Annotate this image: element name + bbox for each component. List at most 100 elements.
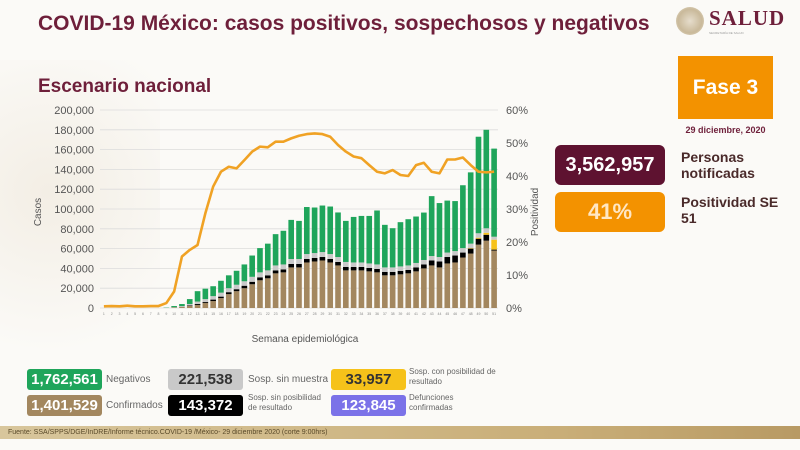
x-tick-label: 47 bbox=[461, 312, 465, 316]
bar-sosp-con-posibilidad-de-resultado bbox=[483, 232, 490, 235]
bar-sosp-sin-posibilidad-de-resultado bbox=[366, 267, 373, 272]
bar-sosp-sin-muestra bbox=[296, 258, 302, 264]
bar-sosp-sin-muestra bbox=[350, 262, 357, 267]
bar-sosp-sin-posibilidad-de-resultado bbox=[382, 271, 388, 276]
bar-negativos bbox=[179, 304, 185, 307]
bar-sosp-sin-muestra bbox=[358, 262, 365, 267]
x-tick-label: 12 bbox=[188, 312, 192, 316]
bar-negativos bbox=[460, 185, 466, 249]
bar-confirmados bbox=[218, 298, 224, 308]
x-tick-label: 25 bbox=[289, 312, 293, 316]
y-tick-label: 140,000 bbox=[54, 164, 94, 176]
bar-negativos bbox=[194, 291, 201, 302]
x-tick-label: 40 bbox=[406, 312, 410, 316]
x-tick-label: 51 bbox=[492, 312, 496, 316]
bar-confirmados bbox=[467, 253, 474, 308]
bar-sosp-sin-posibilidad-de-resultado bbox=[257, 277, 263, 281]
bar-negativos bbox=[413, 216, 419, 263]
positividad-line bbox=[103, 132, 495, 308]
x-tick-label: 39 bbox=[398, 312, 402, 316]
bar-sosp-sin-muestra bbox=[452, 251, 458, 256]
bar-negativos bbox=[264, 243, 271, 271]
bar-sosp-sin-muestra bbox=[257, 272, 263, 278]
bar-confirmados bbox=[225, 294, 232, 308]
personas-notificadas-value: 3,562,957 bbox=[555, 145, 665, 185]
x-tick-label: 46 bbox=[453, 312, 457, 316]
bar-sosp-sin-posibilidad-de-resultado bbox=[241, 285, 248, 289]
x-axis-label: Semana epidemiológica bbox=[252, 334, 359, 345]
bar-sosp-sin-muestra bbox=[428, 256, 435, 261]
x-tick-label: 37 bbox=[383, 312, 387, 316]
y-tick-label: 20,000 bbox=[60, 283, 94, 295]
x-tick-label: 26 bbox=[297, 312, 301, 316]
bar-negativos bbox=[343, 220, 349, 262]
x-tick-label: 11 bbox=[180, 312, 184, 316]
positividad-label: Positividad SE 51 bbox=[681, 194, 779, 226]
bar-sosp-sin-posibilidad-de-resultado bbox=[233, 289, 240, 292]
x-tick-label: 31 bbox=[336, 312, 340, 316]
legend-defunciones-value: 123,845 bbox=[331, 395, 406, 416]
bar-sosp-sin-posibilidad-de-resultado bbox=[421, 264, 427, 269]
bar-confirmados bbox=[421, 268, 427, 308]
bar-sosp-sin-muestra bbox=[319, 252, 326, 258]
bar-sosp-sin-muestra bbox=[288, 258, 295, 264]
legend-sin-posibilidad-value: 143,372 bbox=[168, 395, 243, 416]
bar-sosp-sin-muestra bbox=[475, 233, 482, 238]
bar-sosp-sin-posibilidad-de-resultado bbox=[296, 263, 302, 268]
y2-tick-label: 50% bbox=[506, 138, 528, 150]
y-tick-label: 200,000 bbox=[54, 105, 94, 117]
bar-sosp-sin-posibilidad-de-resultado bbox=[491, 249, 497, 251]
bar-sosp-sin-muestra bbox=[491, 236, 497, 240]
bar-sosp-sin-posibilidad-de-resultado bbox=[350, 266, 357, 271]
bar-confirmados bbox=[483, 240, 490, 308]
background-pattern bbox=[0, 60, 160, 390]
bar-sosp-sin-posibilidad-de-resultado bbox=[264, 275, 271, 279]
x-tick-label: 22 bbox=[266, 312, 270, 316]
bar-confirmados bbox=[428, 265, 435, 308]
legend-sin-muestra-label: Sosp. sin muestra bbox=[248, 374, 329, 385]
bar-negativos bbox=[280, 230, 287, 265]
bar-sosp-sin-posibilidad-de-resultado bbox=[444, 257, 451, 264]
bar-confirmados bbox=[288, 267, 295, 308]
bar-sosp-sin-muestra bbox=[483, 228, 490, 233]
bar-negativos bbox=[272, 234, 279, 266]
bar-sosp-sin-muestra bbox=[405, 265, 412, 270]
bar-sosp-sin-posibilidad-de-resultado bbox=[405, 269, 412, 274]
x-tick-label: 13 bbox=[196, 312, 200, 316]
bar-negativos bbox=[444, 200, 451, 253]
bar-confirmados bbox=[350, 270, 357, 308]
y2-tick-label: 10% bbox=[506, 270, 528, 282]
logo-subtext: SECRETARÍA DE SALUD bbox=[709, 31, 744, 35]
x-tick-label: 3 bbox=[119, 312, 121, 316]
y-tick-label: 60,000 bbox=[60, 244, 94, 256]
x-tick-label: 48 bbox=[469, 312, 473, 316]
bar-negativos bbox=[296, 220, 302, 259]
bar-sosp-sin-muestra bbox=[225, 288, 232, 293]
bar-sosp-sin-posibilidad-de-resultado bbox=[343, 266, 349, 271]
bar-sosp-sin-muestra bbox=[249, 276, 255, 282]
x-tick-label: 27 bbox=[305, 312, 309, 316]
bar-confirmados bbox=[280, 272, 287, 308]
bar-confirmados bbox=[436, 267, 443, 308]
x-tick-label: 35 bbox=[367, 312, 371, 316]
x-tick-label: 9 bbox=[165, 312, 167, 316]
bar-sosp-sin-muestra bbox=[366, 263, 373, 268]
bar-sosp-sin-muestra bbox=[335, 257, 341, 262]
legend-con-posibilidad-label: Sosp. con posibilidad de resultado bbox=[409, 367, 496, 386]
bar-negativos bbox=[218, 280, 224, 293]
bar-sosp-sin-posibilidad-de-resultado bbox=[202, 302, 209, 304]
bar-negativos bbox=[374, 210, 380, 265]
bar-negativos bbox=[233, 270, 240, 285]
bar-sosp-sin-muestra bbox=[186, 304, 193, 306]
bar-sosp-sin-muestra bbox=[218, 292, 224, 297]
y2-tick-label: 40% bbox=[506, 171, 528, 183]
bar-sosp-sin-muestra bbox=[179, 306, 185, 307]
y2-tick-label: 20% bbox=[506, 237, 528, 249]
bar-sosp-sin-muestra bbox=[444, 252, 451, 258]
bar-sosp-sin-muestra bbox=[303, 254, 310, 259]
bar-confirmados bbox=[491, 250, 497, 308]
x-tick-label: 15 bbox=[211, 312, 215, 316]
bar-confirmados bbox=[186, 306, 193, 308]
x-tick-label: 19 bbox=[242, 312, 246, 316]
bar-sosp-sin-posibilidad-de-resultado bbox=[319, 257, 326, 261]
